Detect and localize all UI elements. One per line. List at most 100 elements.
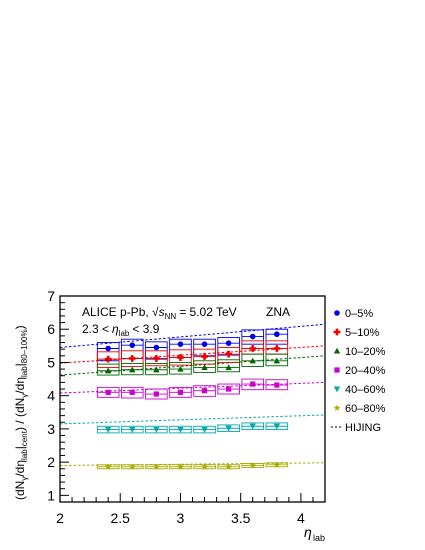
- data-point-4-3: [177, 427, 184, 433]
- data-point-1-6: [249, 345, 257, 352]
- model-curves: [59, 323, 326, 466]
- data-point-0-7: [274, 331, 280, 338]
- data-point-2-0: [104, 367, 112, 374]
- y-tick-label: 2: [47, 454, 55, 470]
- y-axis-label: (dNγ/dηlab|cent) / (dNγ/dηlab|80–100%): [13, 325, 29, 500]
- sys-box-0-7: [265, 328, 289, 345]
- legend-marker-4: [333, 386, 341, 393]
- y-tick-label: 1: [47, 487, 55, 503]
- legend-label: HIJING: [345, 422, 381, 434]
- data-point-5-4: [201, 463, 208, 470]
- x-axis-label: η: [304, 524, 312, 540]
- sys-box-2-7: [265, 353, 289, 367]
- annotation-energy: = 5.02 TeV: [179, 305, 237, 319]
- data-point-5-0: [104, 463, 112, 470]
- data-point-5-1: [128, 463, 136, 470]
- data-point-4-4: [201, 427, 208, 433]
- x-tick-label: 2: [56, 510, 64, 526]
- legend-label: 40–60%: [345, 384, 386, 396]
- svg-text:ALICE p-Pb, √sNN= 5.02 TeV: ALICE p-Pb, √sNN = 5.02 TeV: [82, 305, 237, 321]
- y-tick-label: 6: [47, 321, 55, 337]
- data-point-3-2: [153, 391, 159, 397]
- legend-label: 5–10%: [345, 327, 379, 339]
- data-point-2-1: [129, 366, 136, 373]
- legend-label: 20–40%: [345, 365, 386, 377]
- data-point-5-5: [225, 463, 233, 470]
- data-point-1-0: [104, 355, 112, 363]
- x-tick-label: 2.5: [110, 510, 130, 526]
- annotation-detector: ZNA: [266, 305, 290, 319]
- sys-box-0-6: [241, 329, 265, 345]
- legend-marker-5: [333, 404, 341, 411]
- data-point-4-0: [104, 427, 112, 433]
- y-axis-ticks: 1 2 3 4 5 6 7: [47, 288, 69, 503]
- legend: 0–5% 5–10% 10–20% 20–40% 40–60% 60–80% HIJING: [331, 308, 386, 434]
- legend-marker-1: [333, 328, 341, 336]
- hijing-curve-4: [59, 414, 326, 425]
- data-point-2-6: [249, 357, 256, 364]
- data-markers: [104, 331, 281, 470]
- legend-label: 60–80%: [345, 403, 386, 415]
- x-tick-label: 4: [297, 510, 305, 526]
- hijing-curve-0: [59, 323, 326, 348]
- annotation-prefix: ALICE p-Pb,: [82, 305, 152, 319]
- sys-box-2-5: [217, 359, 240, 373]
- data-point-2-5: [225, 364, 232, 370]
- sys-box-1-5: [217, 347, 240, 363]
- data-point-2-7: [273, 357, 281, 364]
- svg-text:(dNγ/dηlab|cent) / (dNγ/dηlab|: (dNγ/dηlab|cent) / (dNγ/dηlab|80–100%): [13, 325, 29, 500]
- data-point-3-1: [129, 389, 135, 395]
- data-point-5-3: [177, 463, 184, 470]
- data-point-3-7: [274, 382, 280, 388]
- y-tick-label: 4: [47, 388, 55, 404]
- data-point-5-2: [152, 463, 160, 470]
- data-point-3-0: [105, 389, 111, 395]
- sys-box-2-3: [169, 362, 192, 375]
- data-point-1-3: [177, 354, 184, 361]
- hijing-curve-2: [59, 355, 326, 376]
- data-point-3-6: [250, 381, 256, 387]
- legend-label: 0–5%: [345, 308, 373, 320]
- data-point-0-3: [177, 341, 184, 347]
- legend-marker-3: [334, 367, 340, 373]
- legend-marker-0: [334, 310, 340, 316]
- x-axis-label-subscript: lab: [313, 533, 325, 543]
- data-point-4-2: [153, 427, 160, 433]
- hijing-curve-3: [59, 381, 326, 394]
- sys-box-2-6: [241, 353, 265, 367]
- data-point-3-5: [226, 386, 232, 392]
- sys-box-1-0: [96, 351, 120, 368]
- sys-box-2-2: [145, 362, 168, 376]
- annotation-system: ALICE p-Pb, √sNN = 5.02 TeV: [82, 305, 237, 321]
- x-tick-label: 3: [177, 510, 185, 526]
- annotation-eta-range: 2.3 < ηlab < 3.9: [82, 322, 160, 338]
- data-point-4-6: [249, 423, 256, 430]
- data-point-0-6: [249, 333, 256, 340]
- legend-label: 10–20%: [345, 346, 386, 358]
- data-point-2-4: [201, 364, 208, 370]
- data-point-1-5: [225, 350, 233, 358]
- legend-marker-2: [333, 347, 341, 354]
- data-point-4-7: [273, 423, 281, 430]
- data-point-0-1: [129, 342, 136, 348]
- data-point-2-3: [177, 365, 184, 372]
- data-point-0-0: [105, 345, 111, 352]
- data-point-5-6: [249, 461, 257, 469]
- data-point-0-5: [225, 340, 232, 346]
- sys-box-2-1: [120, 362, 144, 376]
- y-tick-label: 3: [47, 421, 55, 437]
- svg-text:2.3 <ηlab< 3.9: 2.3 < ηlab < 3.9: [82, 322, 160, 338]
- data-point-2-2: [153, 366, 160, 373]
- y-tick-label: 5: [47, 354, 55, 370]
- data-point-1-7: [273, 345, 281, 352]
- x-axis-ticks: 2 2.5 3 3.5 4: [56, 493, 326, 526]
- data-point-1-1: [128, 355, 136, 362]
- sys-box-2-4: [193, 360, 216, 373]
- data-point-1-4: [201, 353, 208, 360]
- data-point-3-3: [177, 389, 184, 395]
- data-point-4-5: [225, 425, 232, 432]
- x-tick-label: 3.5: [231, 510, 251, 526]
- data-point-5-7: [273, 461, 281, 468]
- data-point-3-4: [201, 388, 208, 394]
